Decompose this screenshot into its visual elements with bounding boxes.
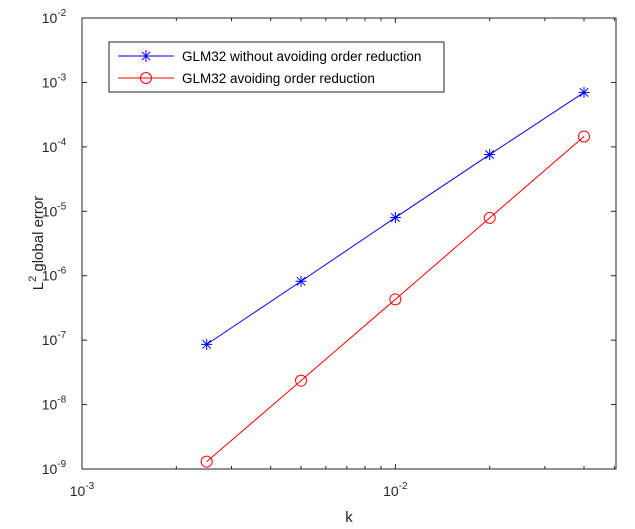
- series-0-point-1-stroke-3: [296, 276, 306, 286]
- y-tick-label-exp-6: -3: [57, 72, 66, 83]
- series-0-point-2: [389, 212, 401, 224]
- y-tick-label-base-4: 10: [42, 203, 58, 219]
- y-axis-label: L2 global error: [27, 196, 47, 291]
- y-tick-label-exp-7: -2: [57, 8, 66, 19]
- series-0-point-4-stroke-3: [579, 87, 589, 97]
- series-0-point-0-stroke-3: [202, 339, 212, 349]
- y-tick-label-3: 10-6: [42, 266, 67, 284]
- x-tick-label-0: 10-3: [70, 481, 95, 499]
- series-1-point-1: [295, 374, 308, 387]
- series-1-point-3: [483, 211, 496, 224]
- y-tick-label-7: 10-2: [42, 8, 67, 26]
- x-tick-label-base-0: 10: [70, 483, 86, 499]
- series-0-point-3-stroke-3: [485, 149, 495, 160]
- y-tick-label-base-2: 10: [42, 332, 58, 348]
- x-tick-label-exp-0: -3: [85, 481, 94, 492]
- axis-ticks: 10-3 10-210-910-810-710-610-510-410-310-2: [42, 8, 616, 499]
- series-1-line: [206, 136, 585, 463]
- y-tick-label-2: 10-7: [42, 330, 67, 348]
- plot-box: [81, 17, 617, 470]
- y-tick-label-exp-5: -4: [57, 137, 66, 148]
- series-1-point-0: [200, 455, 213, 468]
- y-axis-label-sup: 2: [27, 276, 39, 282]
- series-1-point-2: [389, 293, 402, 306]
- plot-area: [82, 18, 616, 469]
- legend-marker-circle: [140, 72, 152, 84]
- series-0-point-4: [578, 86, 590, 98]
- y-tick-label-exp-1: -8: [57, 395, 66, 406]
- y-tick-label-base-1: 10: [42, 397, 58, 413]
- series-0-point-1: [295, 275, 307, 287]
- series-0-point-0: [201, 338, 213, 350]
- chart-marks: [200, 86, 591, 468]
- x-tick-label-exp-1: -2: [399, 481, 408, 492]
- y-tick-label-4: 10-5: [42, 201, 67, 219]
- legend: GLM32 without avoiding order reduction G…: [108, 41, 445, 93]
- x-axis-label: k: [345, 509, 353, 526]
- y-tick-label-exp-4: -5: [57, 201, 66, 212]
- y-axis-label-rest: global error: [30, 196, 47, 276]
- x-tick-label-1: 10-2: [383, 481, 408, 499]
- y-tick-label-base-3: 10: [42, 268, 58, 284]
- legend-label-without: GLM32 without avoiding order reduction: [182, 49, 421, 64]
- y-tick-label-exp-3: -6: [57, 266, 66, 277]
- legend-box: [108, 41, 445, 93]
- y-tick-label-base-6: 10: [42, 74, 58, 90]
- legend-marker-asterisk: [140, 50, 152, 62]
- y-tick-label-1: 10-8: [42, 395, 67, 413]
- y-tick-label-exp-2: -7: [57, 330, 66, 341]
- y-tick-label-6: 10-3: [42, 72, 67, 90]
- series-0-point-2-stroke-3: [390, 212, 400, 223]
- y-tick-label-exp-0: -9: [57, 459, 66, 470]
- series-0-point-3: [484, 149, 496, 161]
- y-tick-label-base-7: 10: [42, 10, 58, 26]
- y-tick-label-base-0: 10: [42, 461, 58, 477]
- x-tick-label-base-1: 10: [383, 483, 399, 499]
- y-axis-label-main: L: [30, 282, 47, 290]
- y-tick-label-base-5: 10: [42, 139, 58, 155]
- series-1-point-4: [578, 130, 591, 143]
- legend-label-avoiding: GLM32 avoiding order reduction: [182, 71, 375, 86]
- y-tick-label-5: 10-4: [42, 137, 67, 155]
- y-tick-label-0: 10-9: [42, 459, 67, 477]
